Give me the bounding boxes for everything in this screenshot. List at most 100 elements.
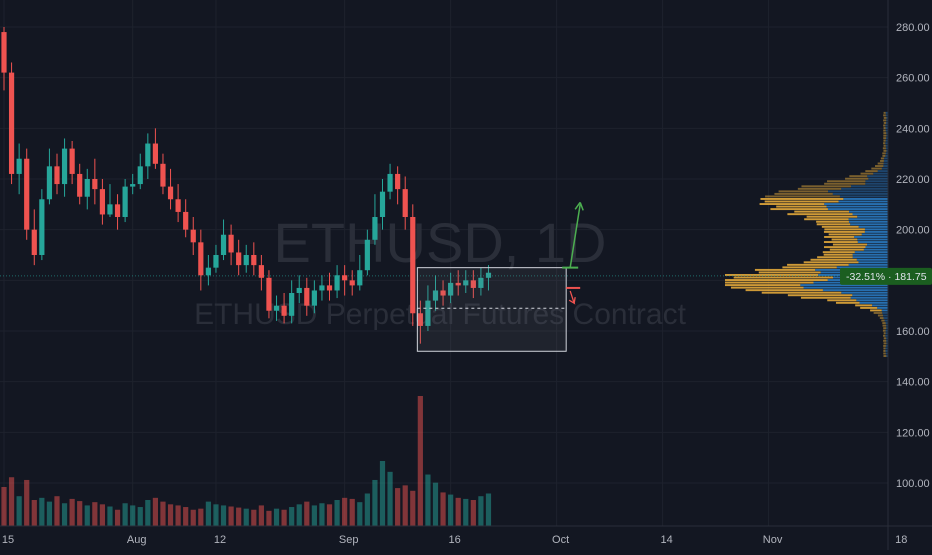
time-axis-background <box>0 526 932 550</box>
profile-bar-up <box>841 187 888 190</box>
profile-bar-down <box>764 200 839 203</box>
range-box[interactable] <box>416 267 567 352</box>
profile-bar-down <box>778 190 829 193</box>
candle-body <box>107 204 113 215</box>
candle-body <box>228 234 234 253</box>
profile-bar-down <box>725 274 819 276</box>
profile-bar-up <box>882 314 888 317</box>
profile-bar-down <box>849 175 868 178</box>
profile-bar-up <box>848 220 888 223</box>
profile-bar-down <box>883 327 887 330</box>
volume-bar <box>357 502 363 526</box>
volume-bar <box>114 509 121 526</box>
candle-body <box>379 191 386 217</box>
candle-body <box>243 255 249 266</box>
profile-bar-down <box>832 243 868 246</box>
profile-bar-down <box>882 322 886 325</box>
time-tick-label: 12 <box>214 534 226 546</box>
candle-body <box>432 290 439 301</box>
profile-bar-up <box>857 238 888 241</box>
volume-bar <box>251 509 257 526</box>
volume-bar <box>160 501 166 526</box>
candle-body <box>357 270 363 286</box>
volume-bar <box>410 490 416 526</box>
arrow-up-head[interactable] <box>574 201 584 211</box>
volume-bar <box>478 496 484 526</box>
profile-bar-up <box>884 157 888 160</box>
profile-bar-up <box>852 253 888 256</box>
profile-bar-up <box>885 111 888 114</box>
profile-bar-down <box>883 142 886 145</box>
drawings[interactable] <box>416 201 584 352</box>
candle-body <box>39 199 45 255</box>
candle-body <box>16 158 22 174</box>
profile-bar-up <box>885 344 888 347</box>
volume-bar <box>46 501 53 526</box>
candle-body <box>152 143 158 164</box>
time-tick-label: 14 <box>660 534 672 546</box>
profile-bar-down <box>822 251 855 254</box>
time-tick-label: 15 <box>2 534 14 546</box>
candle-body <box>137 166 143 185</box>
candle-body <box>334 275 340 291</box>
profile-bar-down <box>803 261 859 264</box>
profile-bar-down <box>860 172 874 175</box>
profile-bar-up <box>861 233 888 236</box>
profile-bar-down <box>880 157 885 160</box>
profile-bar-down <box>754 268 816 271</box>
profile-bar-up <box>883 317 888 319</box>
profile-bar-down <box>787 294 853 297</box>
arrow-up-shaft[interactable] <box>569 204 581 268</box>
candle-body <box>266 277 272 311</box>
volume-bar <box>24 479 30 526</box>
time-tick-label: Sep <box>339 534 359 546</box>
volume-bar <box>281 509 287 526</box>
price-tick-label: 240.00 <box>896 123 930 135</box>
profile-bar-down <box>828 233 862 236</box>
volume-bar <box>273 508 280 526</box>
profile-bar-down <box>800 296 851 299</box>
profile-bar-up <box>886 342 888 345</box>
candle-body <box>54 166 60 185</box>
profile-bar-up <box>882 312 888 314</box>
profile-bar-up <box>885 347 888 350</box>
profile-bar-down <box>883 127 886 129</box>
profile-bar-up <box>868 177 888 180</box>
profile-bar-up <box>856 258 888 261</box>
profile-bar-down <box>883 352 886 355</box>
profile-bar-up <box>857 215 888 218</box>
volume-bar <box>395 488 401 526</box>
profile-bar-down <box>883 355 887 357</box>
candle-body <box>417 313 423 326</box>
candle-body <box>342 275 348 281</box>
volume-bar <box>304 501 310 526</box>
arrow-down-head[interactable] <box>568 290 576 305</box>
profile-bar-down <box>883 337 887 340</box>
volume-bar <box>319 503 325 526</box>
candle-body <box>478 277 484 288</box>
price-tick-label: 200.00 <box>896 225 930 237</box>
profile-bar-down <box>877 314 883 317</box>
candle-body <box>167 186 174 200</box>
profile-bar-down <box>776 205 827 208</box>
profile-bar-up <box>877 170 888 173</box>
profile-bar-down <box>883 342 887 345</box>
price-tick-label: 220.00 <box>896 174 930 186</box>
profile-bar-down <box>725 284 801 287</box>
profile-bar-up <box>865 246 888 249</box>
profile-bar-down <box>770 208 828 211</box>
profile-bar-up <box>850 223 888 226</box>
profile-bar-up <box>883 160 888 162</box>
candle-body <box>198 242 204 276</box>
profile-bar-down <box>765 195 840 198</box>
candle-body <box>349 280 355 286</box>
profile-bar-down <box>883 344 886 347</box>
profile-bar-down <box>823 253 853 256</box>
profile-bar-up <box>885 114 888 117</box>
profile-bar-down <box>883 132 887 135</box>
profile-bar-up <box>885 334 888 337</box>
candle-body <box>145 143 151 167</box>
